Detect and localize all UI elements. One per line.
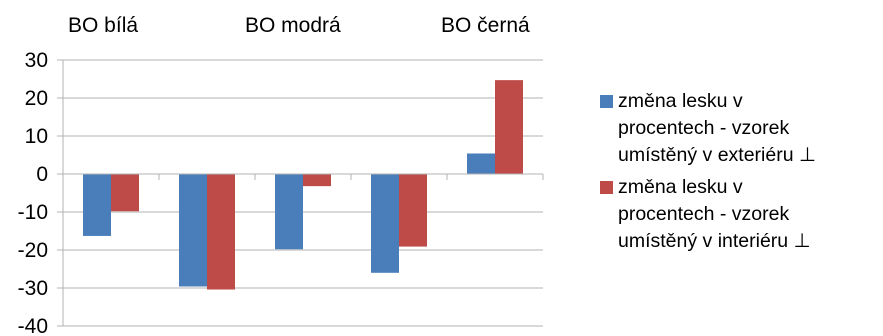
legend-label-interior-line-3: umístěný v interiéru ⊥ (618, 230, 811, 252)
legend-label-interior-line-1: změna lesku v (618, 176, 743, 198)
top-label-bo-bila: BO bílá (68, 14, 139, 37)
legend-swatch-interior (600, 181, 613, 194)
y-tick-label-0: 30 (25, 49, 48, 72)
legend-label-exterior-line-3: umístěný v exteriéru ⊥ (618, 144, 816, 166)
bar-series-1-category-3 (275, 174, 303, 250)
legend-item-interior: změna lesku v procentech - vzorek umístě… (600, 174, 883, 255)
axes (57, 59, 544, 327)
y-tick-label-5: -20 (18, 239, 48, 262)
y-tick-labels: 30 20 10 0 -10 -20 -30 -40 (18, 49, 48, 336)
top-label-bo-cerna: BO černá (441, 14, 530, 37)
bar-series-2-category-4 (399, 174, 427, 247)
bar-series-1-category-5 (467, 153, 495, 174)
y-tick-label-2: 10 (25, 125, 48, 148)
legend-label-interior-line-2: procentech - vzorek (618, 203, 790, 225)
legend-item-exterior: změna lesku v procentech - vzorek umístě… (600, 88, 883, 169)
bar-series-1-category-2 (179, 174, 207, 287)
y-tick-label-6: -30 (18, 277, 48, 300)
bar-series-2-category-1 (111, 174, 139, 212)
top-label-bo-modra: BO modrá (245, 14, 341, 37)
bar-series-2-category-2 (207, 174, 235, 290)
bar-series-1-category-4 (371, 174, 399, 273)
y-tick-label-4: -10 (18, 201, 48, 224)
bars (83, 80, 523, 290)
y-tick-label-3: 0 (36, 163, 48, 186)
legend: změna lesku v procentech - vzorek umístě… (600, 88, 883, 260)
bar-series-2-category-3 (303, 174, 331, 187)
legend-label-exterior-line-1: změna lesku v (618, 90, 743, 112)
y-tick-label-1: 20 (25, 87, 48, 110)
bar-series-1-category-1 (83, 174, 111, 236)
y-tick-label-7: -40 (18, 315, 48, 336)
legend-label-exterior-line-2: procentech - vzorek (618, 117, 790, 139)
bar-series-2-category-5 (495, 80, 523, 174)
legend-swatch-exterior (600, 95, 613, 108)
